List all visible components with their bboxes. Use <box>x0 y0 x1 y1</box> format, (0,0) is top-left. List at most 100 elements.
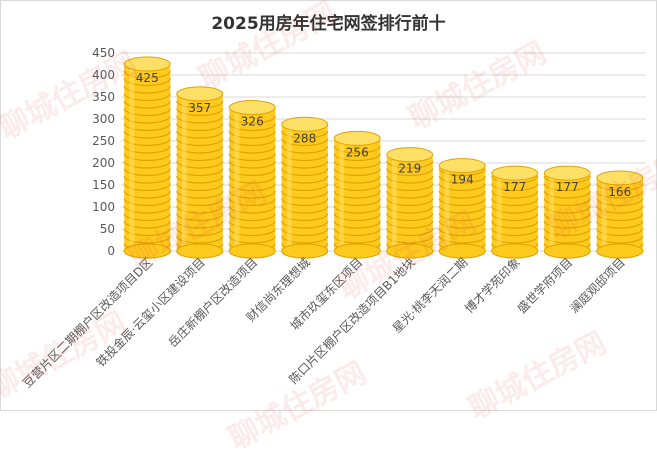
coin-edge <box>176 138 224 147</box>
coin-base <box>438 243 486 259</box>
coin-edge <box>333 220 381 229</box>
x-tick-label: 澜庭观邸项目 <box>566 255 628 317</box>
y-tick-label: 350 <box>92 90 115 104</box>
coin-edge <box>543 235 591 244</box>
coin-edge <box>543 190 591 199</box>
bar-coin-stack <box>596 170 644 259</box>
coin-edge <box>438 198 486 207</box>
coin-edge <box>228 153 276 162</box>
coin-edge <box>123 100 171 109</box>
coin-edge <box>123 70 171 79</box>
data-label: 357 <box>188 101 211 115</box>
y-tick-label: 150 <box>92 178 115 192</box>
coin-edge <box>228 168 276 177</box>
coin-edge <box>596 235 644 244</box>
bar-coin-stack <box>228 100 276 259</box>
coin-edge <box>491 235 539 244</box>
coin-edge <box>228 115 276 124</box>
coin-base <box>176 243 224 259</box>
coin-edge <box>176 123 224 132</box>
coin-edge <box>176 153 224 162</box>
coin-edge <box>386 235 434 244</box>
coin-top <box>333 130 381 146</box>
coin-highlight <box>496 173 502 251</box>
coin-edge <box>123 93 171 102</box>
coin-edge <box>123 160 171 169</box>
coin-edge <box>491 228 539 237</box>
coin-edge <box>176 190 224 199</box>
coin-edge <box>596 213 644 222</box>
coin-top <box>438 158 486 174</box>
coin-edge <box>281 205 329 214</box>
coin-edge <box>281 130 329 139</box>
coin-edge <box>228 160 276 169</box>
coin-edge <box>491 205 539 214</box>
coin-edge <box>123 213 171 222</box>
coin-edge <box>123 123 171 132</box>
y-tick-label: 450 <box>92 46 115 60</box>
coin-highlight <box>391 154 397 251</box>
coin-edge <box>281 213 329 222</box>
coin-edge <box>438 183 486 192</box>
data-label: 166 <box>608 185 631 199</box>
coin-edge <box>386 168 434 177</box>
x-tick-label: 岳庄新棚户区改造项目 <box>165 255 260 350</box>
coin-highlight <box>181 93 187 251</box>
coin-edge <box>491 175 539 184</box>
coin-top <box>386 147 434 163</box>
coin-edge <box>543 198 591 207</box>
coin-edge <box>596 198 644 207</box>
coin-edge <box>281 168 329 177</box>
bar-coin-stack <box>176 86 224 259</box>
coin-edge <box>438 220 486 229</box>
coin-edge <box>543 228 591 237</box>
coin-edge <box>438 228 486 237</box>
coin-edge <box>123 235 171 244</box>
coin-edge <box>281 190 329 199</box>
coin-edge <box>176 130 224 139</box>
coin-edge <box>176 235 224 244</box>
coin-edge <box>176 100 224 109</box>
coin-edge <box>176 205 224 214</box>
coin-edge <box>228 213 276 222</box>
coin-edge <box>123 85 171 94</box>
coin-edge <box>281 220 329 229</box>
chart-canvas: 050100150200250300350400450425豆营片区二期棚户区改… <box>19 46 646 390</box>
coin-edge <box>543 175 591 184</box>
coin-edge <box>438 205 486 214</box>
bar-coin-stack <box>281 116 329 259</box>
coin-edge <box>386 213 434 222</box>
coin-base <box>333 243 381 259</box>
coin-edge <box>596 220 644 229</box>
coin-edge <box>228 123 276 132</box>
coin-edge <box>333 183 381 192</box>
coin-highlight <box>549 173 555 251</box>
coin-edge <box>281 198 329 207</box>
coin-edge <box>386 190 434 199</box>
coin-edge <box>491 220 539 229</box>
coin-edge <box>123 78 171 87</box>
coin-edge <box>333 190 381 199</box>
coin-base <box>281 243 329 259</box>
coin-edge <box>543 183 591 192</box>
coin-edge <box>228 190 276 199</box>
y-tick-label: 400 <box>92 68 115 82</box>
coin-edge <box>123 228 171 237</box>
data-label: 219 <box>398 162 421 176</box>
coin-edge <box>491 213 539 222</box>
data-label: 425 <box>136 71 159 85</box>
coin-edge <box>123 220 171 229</box>
bar-coin-stack <box>543 165 591 259</box>
coin-edge <box>281 160 329 169</box>
x-tick-label: 铁投金辰·云玺小区建设项目 <box>93 255 208 370</box>
coin-edge <box>123 115 171 124</box>
coin-edge <box>491 198 539 207</box>
coin-edge <box>123 153 171 162</box>
coin-base <box>123 243 171 259</box>
coin-edge <box>228 220 276 229</box>
coin-edge <box>123 205 171 214</box>
coin-edge <box>386 220 434 229</box>
coin-highlight <box>234 107 240 251</box>
coin-edge <box>228 130 276 139</box>
coin-base <box>491 243 539 259</box>
